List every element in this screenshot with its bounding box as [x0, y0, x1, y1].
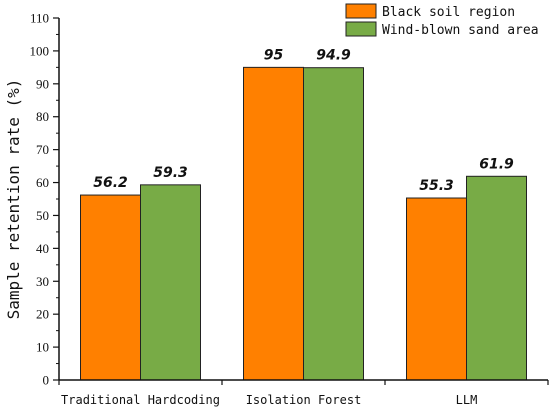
bar-wind-blown-sand-2	[466, 175, 527, 381]
legend-label: Wind-blown sand area	[382, 23, 539, 38]
bar-black-soil-0	[80, 194, 141, 381]
x-tick-label: Traditional Hardcoding	[61, 393, 220, 407]
data-label: 59.3	[153, 165, 188, 181]
y-tick-label: 100	[30, 43, 50, 58]
legend: Black soil region Wind-blown sand area	[345, 3, 539, 38]
y-tick-label: 80	[36, 109, 49, 124]
y-tick-label: 70	[36, 142, 49, 157]
data-label: 55.3	[419, 178, 454, 194]
y-tick-label: 0	[43, 373, 50, 388]
data-label: 95	[264, 47, 284, 63]
data-label: 61.9	[479, 156, 514, 172]
bar-wind-blown-sand-1	[303, 67, 364, 381]
legend-swatch	[345, 21, 377, 37]
y-tick-label: 110	[30, 11, 49, 26]
bars-layer	[80, 66, 527, 381]
y-tick-label: 40	[36, 241, 49, 256]
legend-label: Black soil region	[382, 5, 515, 20]
y-tick-label: 50	[36, 208, 49, 223]
x-tick-label: Isolation Forest	[246, 393, 362, 407]
y-tick-label: 20	[36, 307, 49, 322]
y-axis-title: Sample retention rate (%)	[4, 79, 23, 320]
y-tick-label: 60	[36, 175, 49, 190]
x-tick-label: LLM	[456, 393, 478, 407]
data-labels-layer: 56.2 59.3 95 94.9 55.3 61.9	[93, 47, 514, 194]
bar-wind-blown-sand-0	[140, 184, 201, 381]
data-label: 94.9	[316, 48, 351, 64]
data-label: 56.2	[93, 175, 128, 191]
y-tick-label: 90	[36, 76, 49, 91]
axes-layer: Traditional Hardcoding Isolation Forest LL…	[30, 11, 549, 407]
legend-swatch	[345, 3, 377, 19]
y-tick-label: 10	[36, 340, 49, 355]
bar-black-soil-2	[406, 197, 467, 381]
bar-black-soil-1	[243, 66, 304, 381]
y-tick-label: 30	[36, 274, 49, 289]
